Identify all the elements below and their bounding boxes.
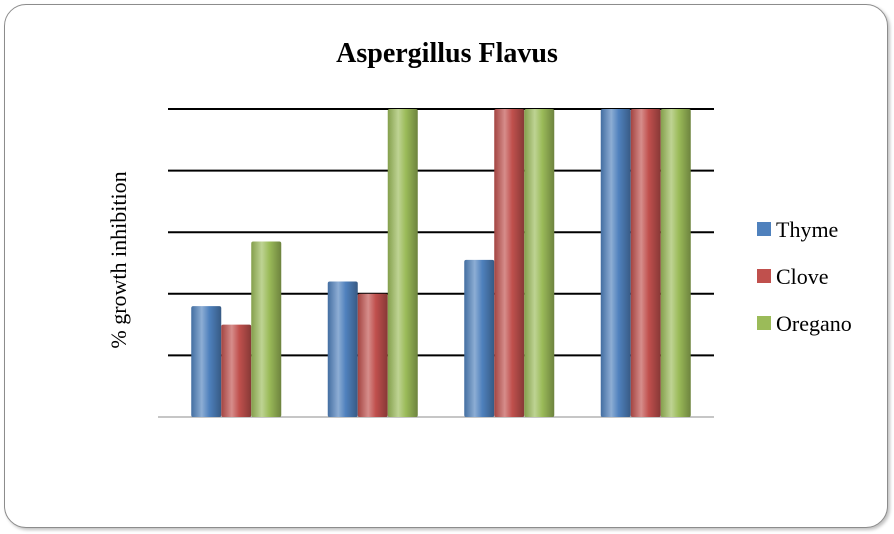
legend: Thyme Clove Oregano (757, 217, 852, 336)
bar-clove (221, 324, 252, 417)
bars (191, 109, 691, 417)
bar-oregano (660, 109, 691, 417)
legend-label-thyme: Thyme (776, 217, 838, 242)
bar-thyme (600, 109, 631, 417)
legend-label-oregano: Oregano (776, 311, 852, 336)
bar-thyme (464, 259, 495, 417)
bar-thyme (191, 306, 222, 417)
legend-swatch-thyme (757, 222, 771, 236)
bar-clove (630, 109, 661, 417)
bar-oregano (251, 241, 282, 417)
bar-oregano (387, 109, 418, 417)
bar-clove (494, 109, 525, 417)
bar-clove (357, 293, 388, 417)
legend-label-clove: Clove (776, 264, 829, 289)
chart-frame (4, 4, 888, 528)
legend-swatch-clove (757, 269, 771, 283)
legend-swatch-oregano (757, 316, 771, 330)
chart-title: Aspergillus Flavus (336, 38, 558, 69)
bar-thyme (327, 281, 358, 417)
bar-oregano (524, 109, 555, 417)
